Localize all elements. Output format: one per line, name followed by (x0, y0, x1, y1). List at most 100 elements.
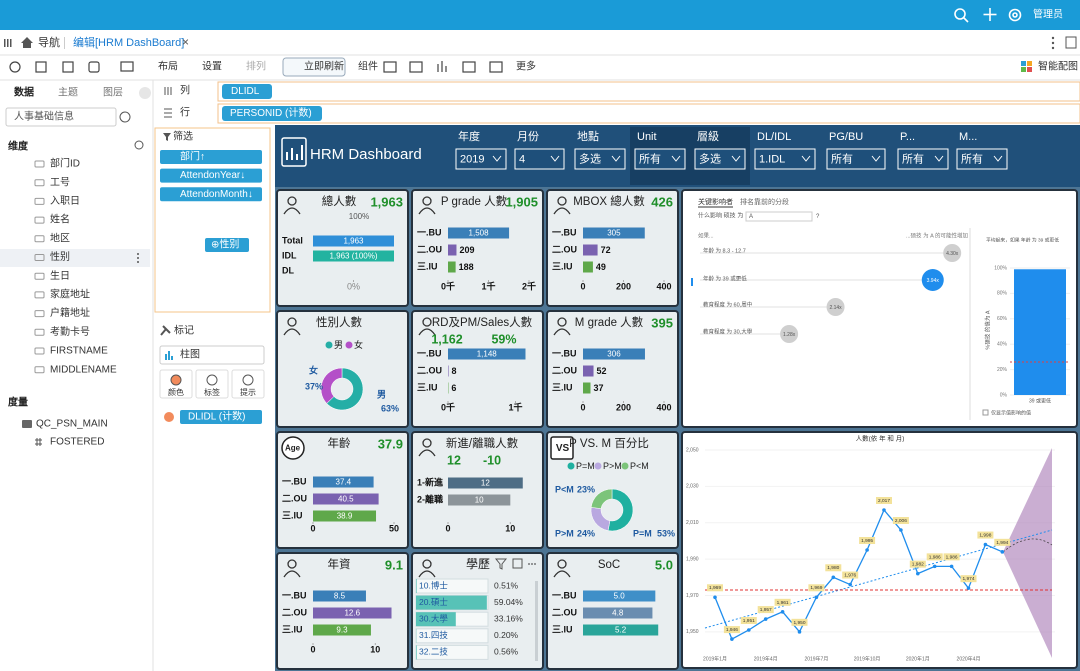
field-type-icon (34, 179, 45, 187)
panel-title: 筛选 (173, 130, 193, 143)
filter-select[interactable] (455, 148, 507, 170)
axis-tick-label: 0 (445, 523, 450, 533)
nav-tab[interactable]: 导航 (38, 35, 60, 49)
field-name[interactable]: 生日 (50, 269, 70, 282)
ki-select-bar (691, 278, 693, 286)
filter-select[interactable] (897, 148, 949, 170)
x-tick-label: 2019年7月 (804, 655, 828, 662)
value-label: 1,974 (962, 576, 974, 582)
value-label: 1,980 (827, 565, 839, 571)
toolbar-icons (9, 61, 503, 73)
ki-select-value: A (749, 214, 753, 220)
close-tab[interactable]: × (182, 35, 189, 49)
filter-chip[interactable] (160, 187, 262, 202)
filter-select[interactable] (574, 148, 626, 170)
ki-tab[interactable]: 排名靠前的分段 (740, 197, 789, 206)
title-icon-bars (286, 145, 303, 160)
bar (583, 348, 645, 360)
bar-value: 37.4 (336, 478, 352, 487)
measure-chip-text: DLIDL (计数) (188, 410, 245, 423)
pin-icon (160, 325, 171, 336)
filter-select[interactable] (514, 148, 565, 170)
ki-checkbox[interactable] (982, 409, 989, 416)
shelf-chip[interactable] (222, 106, 322, 121)
filter-select[interactable] (754, 148, 816, 170)
measure-name[interactable]: FOSTERED (50, 437, 104, 448)
card-icon (418, 207, 436, 215)
field-name[interactable]: 考勤卡号 (50, 325, 90, 338)
field-name[interactable]: 工号 (50, 176, 70, 188)
field-name[interactable]: 家庭地址 (50, 288, 90, 301)
value-label-bg (791, 618, 808, 626)
add-filter-text: ⊕性别 (211, 238, 239, 251)
card-title: MBOX 總人數 (573, 194, 645, 208)
ki-bubble[interactable] (780, 325, 799, 343)
axis-tick-label: 1千 (481, 280, 495, 291)
shelf-chip[interactable] (222, 84, 272, 99)
toolbar-item[interactable]: 排列 (246, 60, 266, 73)
slice-name: P>M (555, 528, 574, 538)
measure-chip[interactable] (180, 410, 262, 424)
toolbar-item[interactable]: 更多 (516, 60, 536, 73)
filter-value: 多选 (699, 151, 721, 165)
donut-slice (326, 367, 364, 411)
toolbar-item[interactable]: 组件 (358, 60, 378, 73)
bar-value: 1,963 (343, 237, 364, 246)
value-label: 1,961 (777, 600, 789, 606)
add-filter[interactable] (205, 238, 249, 252)
collapse-button[interactable] (139, 87, 151, 99)
field-name[interactable]: 地区 (50, 231, 70, 244)
smart-chart[interactable]: 智能配图 (1038, 60, 1078, 73)
panel-tab[interactable]: 数据 (14, 86, 34, 99)
field-name[interactable]: 入职日 (50, 195, 80, 207)
refresh-icon (119, 111, 131, 123)
axis-tick-label: 0 (580, 281, 585, 291)
toolbar-item[interactable]: 布局 (158, 61, 178, 73)
chart-type: 柱图 (180, 348, 200, 361)
panel-tab[interactable]: 图层 (103, 87, 123, 99)
field-name[interactable]: FIRSTNAME (50, 346, 108, 357)
bar (583, 382, 591, 394)
y-tick-label: 2,030 (686, 484, 699, 490)
field-type-icon (34, 197, 45, 205)
top-bar (0, 0, 1080, 30)
bar-category: 三.IU (552, 382, 573, 392)
toolbar-item[interactable]: 立即刷新 (304, 60, 344, 73)
value-label: 1,998 (979, 533, 991, 539)
ki-select[interactable] (745, 211, 813, 222)
active-tab[interactable]: 编辑[HRM DashBoard] (73, 35, 184, 49)
axis-tick-label: 400 (656, 281, 671, 291)
filter-select[interactable] (826, 148, 886, 170)
filter-select[interactable] (634, 148, 686, 170)
card-kpi: 9.1 (385, 557, 403, 572)
filter-chip-text: AttendonYear↓ (180, 170, 245, 181)
filter-select[interactable] (956, 148, 1008, 170)
search-icon (134, 140, 144, 150)
card-kpi: 395 (651, 315, 673, 330)
trend-title: 人數(依 年 和 月) (856, 434, 905, 443)
refresh-button[interactable] (282, 57, 346, 77)
dataset-select[interactable] (5, 107, 117, 127)
filter-select[interactable] (694, 148, 746, 170)
field-name[interactable]: 性别 (50, 250, 70, 263)
field-name[interactable]: 姓名 (50, 213, 70, 226)
chart-type-select[interactable] (159, 345, 265, 365)
toolbar-item[interactable]: 设置 (202, 61, 222, 73)
ki-tab[interactable]: 关键影响者 (698, 197, 733, 206)
chevron (801, 155, 811, 162)
filter-chip[interactable] (160, 168, 262, 183)
ki-bubble-label: 4.30x (946, 251, 959, 257)
series-point (983, 542, 988, 547)
field-name[interactable]: 户籍地址 (50, 306, 90, 319)
field-name[interactable]: MIDDLENAME (50, 364, 117, 375)
bar-value: 9.3 (336, 626, 348, 635)
ki-bubble[interactable] (826, 298, 845, 316)
slice-name: 女 (309, 364, 318, 375)
filter-label: Unit (637, 131, 657, 143)
filter-chip[interactable] (160, 150, 262, 164)
ki-bubble[interactable] (943, 244, 962, 262)
panel-tab[interactable]: 主题 (58, 87, 78, 99)
ki-bubble[interactable] (921, 269, 944, 291)
field-name[interactable]: 部门ID (50, 157, 80, 170)
